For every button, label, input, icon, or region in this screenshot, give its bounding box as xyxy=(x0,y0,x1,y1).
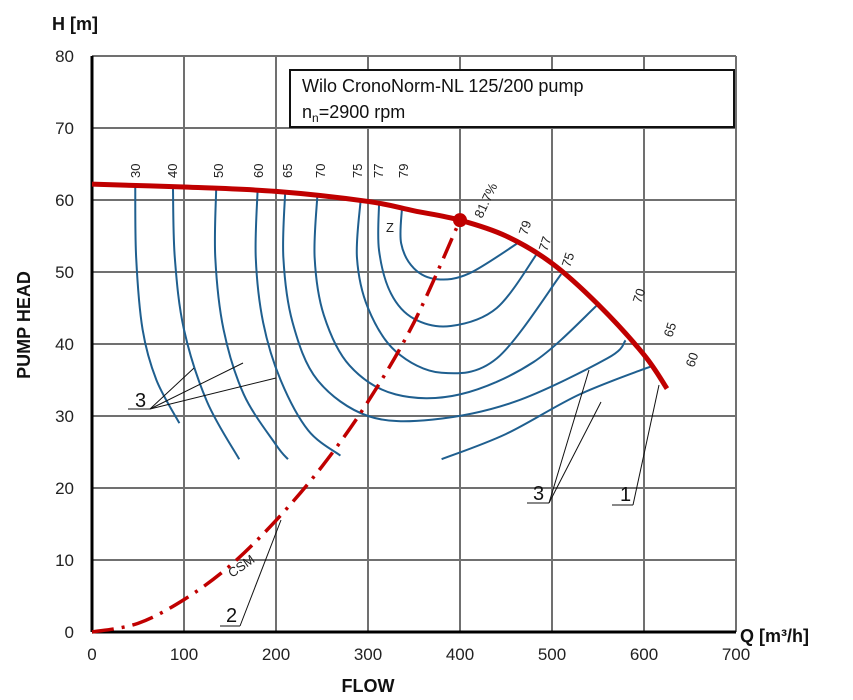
x-axis-title: FLOW xyxy=(342,676,395,696)
y-tick-label: 10 xyxy=(55,551,74,570)
efficiency-curve-40 xyxy=(171,187,241,460)
x-tick-label: 200 xyxy=(262,645,290,664)
y-unit-label: H [m] xyxy=(52,14,98,34)
x-tick-label: 600 xyxy=(630,645,658,664)
efficiency-label-top: 30 xyxy=(128,164,143,178)
x-tick-label: 400 xyxy=(446,645,474,664)
title-box: Wilo CronoNorm-NL 125/200 pump nn=2900 r… xyxy=(289,69,735,128)
chart-subtitle: nn=2900 rpm xyxy=(302,102,405,125)
y-axis-title: PUMP HEAD xyxy=(14,271,34,379)
efficiency-curve-30 xyxy=(134,185,181,424)
efficiency-label-right: 65 xyxy=(661,321,680,339)
chart-title: Wilo CronoNorm-NL 125/200 pump xyxy=(302,76,583,96)
efficiency-label-right: 79 xyxy=(516,219,535,237)
callout-1: 1 xyxy=(620,484,631,506)
efficiency-curve-70 xyxy=(313,194,599,400)
y-tick-label: 0 xyxy=(65,623,74,642)
efficiency-curve-65 xyxy=(282,191,627,423)
efficiency-label-top: 40 xyxy=(165,164,180,178)
y-tick-label: 70 xyxy=(55,119,74,138)
efficiency-curves xyxy=(134,185,654,461)
x-tick-label: 300 xyxy=(354,645,382,664)
leader-line xyxy=(548,369,590,504)
system-curve-label: CSM xyxy=(225,552,257,581)
efficiency-curve-60 xyxy=(254,189,342,457)
y-tick-label: 40 xyxy=(55,335,74,354)
grid xyxy=(91,55,737,633)
x-tick-label: 500 xyxy=(538,645,566,664)
y-tick-label: 60 xyxy=(55,191,74,210)
callout-3-left: 3 xyxy=(135,390,146,412)
efficiency-label-right: 70 xyxy=(630,287,649,305)
leader-line xyxy=(149,377,277,410)
leader-line xyxy=(632,384,660,506)
y-tick-label: 20 xyxy=(55,479,74,498)
y-tick-label: 80 xyxy=(55,47,74,66)
efficiency-label-right: 60 xyxy=(683,351,702,369)
x-unit-label: Q [m³/h] xyxy=(740,626,809,646)
bep-label: Z xyxy=(386,220,394,235)
efficiency-label-top: 70 xyxy=(313,164,328,178)
efficiency-label-top: 50 xyxy=(211,164,226,178)
leader-line xyxy=(149,367,195,410)
efficiency-curve-60 xyxy=(441,364,654,461)
system-curve xyxy=(91,219,462,634)
efficiency-label-right: 75 xyxy=(559,251,578,269)
tick-labels: 0 100 200 300 400 500 600 700 0 10 20 30 40 50 60 70 80 xyxy=(55,47,750,664)
leader-line xyxy=(149,362,244,410)
pump-curve-line xyxy=(91,181,670,391)
efficiency-curve-50 xyxy=(213,188,289,460)
leader-line xyxy=(548,401,602,504)
callout-2: 2 xyxy=(226,605,237,627)
pump-curve xyxy=(91,181,670,391)
efficiency-curve-79 xyxy=(399,207,521,281)
efficiency-label-right: 77 xyxy=(536,235,555,253)
bep-point xyxy=(453,213,467,228)
x-tick-label: 700 xyxy=(722,645,750,664)
leader-line xyxy=(239,519,282,627)
system-curve-line xyxy=(91,219,462,634)
callout-leaders xyxy=(128,362,660,627)
callout-3-right: 3 xyxy=(533,483,544,505)
axes xyxy=(90,56,736,634)
efficiency-label-top: 79 xyxy=(396,164,411,178)
y-tick-label: 50 xyxy=(55,263,74,282)
x-tick-label: 100 xyxy=(170,645,198,664)
efficiency-label-top: 65 xyxy=(280,164,295,178)
efficiency-label-top: 77 xyxy=(371,164,386,178)
efficiency-label-top: 60 xyxy=(251,164,266,178)
efficiency-label-top: 75 xyxy=(350,164,365,178)
x-tick-label: 0 xyxy=(87,645,96,664)
y-tick-label: 30 xyxy=(55,407,74,426)
